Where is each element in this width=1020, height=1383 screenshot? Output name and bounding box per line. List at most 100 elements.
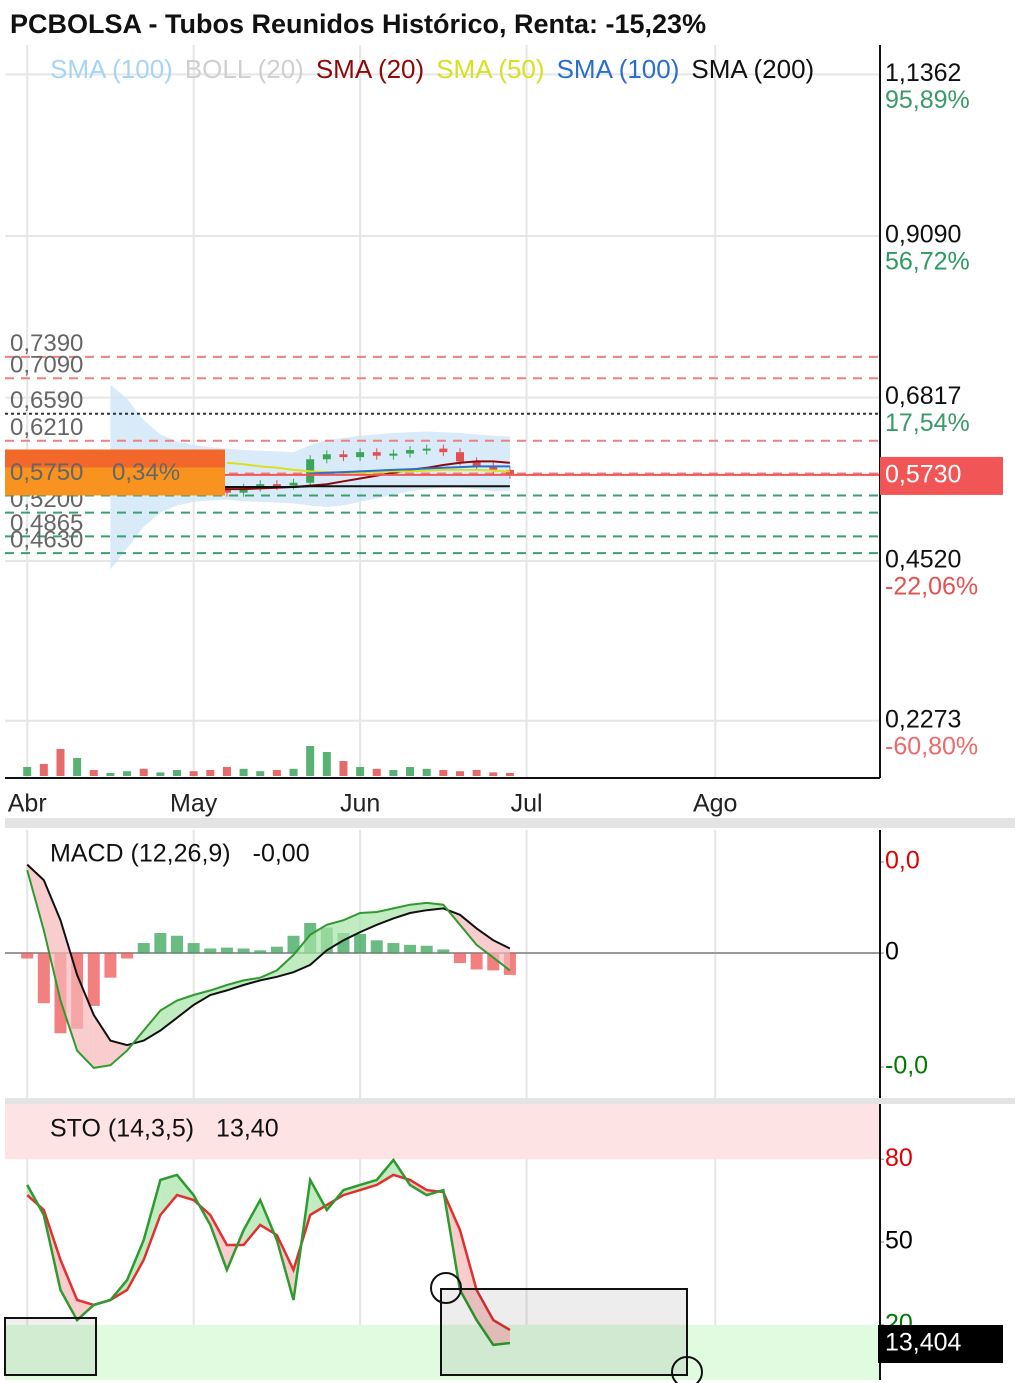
y-tick-percent: 95,89%	[885, 86, 970, 114]
y-tick-label: 80	[885, 1144, 913, 1172]
fill-between	[376, 908, 394, 925]
histogram-bar	[270, 946, 283, 954]
legend-entry: SMA (200)	[691, 54, 814, 84]
y-tick-label: -0,0	[885, 1052, 928, 1080]
volume-bar	[306, 746, 315, 776]
volume-bar	[222, 767, 231, 776]
sma-line	[310, 465, 510, 475]
histogram-bar	[104, 953, 117, 978]
volume-bar	[139, 768, 148, 776]
level-badge-label: 0,34%	[112, 459, 180, 486]
volume-bar	[73, 758, 82, 776]
candle	[322, 454, 331, 460]
fill-between	[143, 1179, 161, 1260]
candle	[256, 484, 265, 488]
candle	[339, 454, 348, 458]
fill-between	[476, 1290, 494, 1345]
histogram-bar	[354, 933, 367, 954]
legend-entry: SMA (100)	[50, 54, 173, 84]
histogram-bar	[420, 945, 433, 954]
fill-between	[177, 994, 194, 1018]
stochastic-k-line	[26, 1157, 511, 1347]
zone	[5, 1324, 880, 1380]
level-label: 0,4865	[10, 510, 83, 537]
fill-between	[459, 914, 477, 945]
volume-bar	[439, 770, 448, 776]
annotation-box	[440, 1288, 688, 1376]
fill-between	[110, 1040, 128, 1066]
macd-line	[26, 869, 511, 1069]
y-tick-label: 0,0	[885, 847, 920, 875]
fill-between	[310, 924, 327, 965]
fill-between	[243, 1200, 261, 1246]
x-tick-label: Ago	[693, 790, 737, 818]
y-tick-label: 0	[885, 938, 899, 966]
x-tick-label: Abr	[8, 790, 47, 818]
x-tick-label: Jun	[340, 790, 380, 818]
legend-entry: SMA (50)	[436, 54, 544, 84]
sma-line	[226, 461, 510, 474]
histogram-bar	[21, 953, 34, 959]
volume-bar	[472, 770, 481, 776]
signal-line	[26, 863, 511, 1047]
y-tick-percent: 56,72%	[885, 248, 970, 276]
annotation-handle	[671, 1356, 703, 1383]
panel-last-value: 13,40	[216, 1115, 279, 1143]
volume-bar	[106, 773, 115, 776]
y-tick-percent: -22,06%	[885, 573, 978, 601]
level-label: 0,5750	[10, 459, 83, 486]
volume-bar	[256, 771, 265, 776]
volume-bar	[489, 772, 498, 776]
fill-between	[226, 980, 244, 991]
y-tick-label: 1,1362	[885, 59, 961, 87]
zone	[5, 1104, 880, 1160]
panel-separator	[5, 1098, 1015, 1104]
volume-bar	[56, 749, 65, 776]
candle	[356, 452, 365, 458]
last-price-label: 0,5730	[885, 461, 961, 489]
volume-bar	[339, 761, 348, 776]
candle	[239, 487, 248, 493]
candle	[289, 482, 298, 486]
fill-between	[93, 1015, 111, 1068]
fill-between	[210, 984, 227, 995]
legend-entry: SMA (20)	[316, 54, 424, 84]
y-tick-label: 0,6817	[885, 382, 961, 410]
volume-bar	[156, 772, 165, 776]
histogram-bar	[437, 949, 450, 954]
title-background	[5, 5, 878, 45]
last-value-box	[878, 1325, 1003, 1364]
level-label: 0,4630	[10, 526, 83, 553]
candle	[389, 453, 398, 456]
fill-between	[160, 1000, 178, 1031]
candle	[455, 452, 464, 462]
volume-bar	[372, 768, 381, 776]
candle	[439, 448, 448, 453]
fill-between	[360, 912, 377, 933]
volume-bar	[422, 768, 431, 776]
volume-bar	[356, 767, 365, 776]
histogram-bar	[187, 943, 200, 954]
last-value-label: 13,404	[885, 1329, 962, 1357]
legend-entry: BOLL (20)	[185, 54, 304, 84]
volume-bar	[406, 767, 415, 776]
fill-between	[293, 934, 311, 973]
volume-bar	[272, 770, 281, 776]
volume-bar	[123, 771, 132, 776]
histogram-bar	[171, 935, 184, 954]
candle	[272, 484, 281, 487]
volume-bar	[39, 764, 48, 776]
panel-title: STO (14,3,5)	[50, 1115, 194, 1143]
candle	[472, 461, 481, 467]
volume-bar	[206, 770, 215, 776]
candle	[406, 450, 415, 454]
fill-between	[143, 1010, 161, 1041]
histogram-bar	[254, 950, 267, 954]
candle	[372, 452, 381, 456]
fill-between	[493, 1320, 510, 1345]
histogram-bar	[154, 933, 167, 954]
candle	[222, 489, 231, 493]
volume-bar	[505, 773, 514, 776]
